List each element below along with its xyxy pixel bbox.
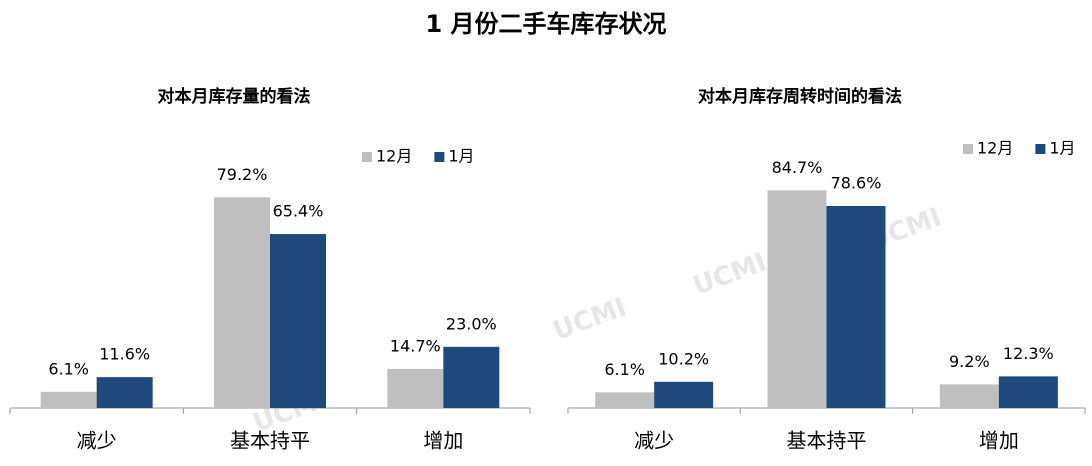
legend-swatch bbox=[362, 152, 372, 162]
bar bbox=[826, 205, 886, 408]
legend-swatch bbox=[963, 144, 973, 154]
data-label: 14.7% bbox=[390, 336, 441, 355]
x-tick-label: 减少 bbox=[77, 429, 117, 453]
data-label: 79.2% bbox=[217, 165, 268, 184]
data-label: 23.0% bbox=[446, 314, 497, 333]
bar bbox=[40, 391, 97, 408]
legend-label: 12月 bbox=[977, 139, 1013, 158]
bar bbox=[939, 384, 999, 408]
data-label: 65.4% bbox=[273, 202, 324, 221]
bar bbox=[387, 368, 444, 408]
x-tick-label: 增加 bbox=[423, 429, 463, 453]
data-label: 6.1% bbox=[604, 360, 645, 379]
data-label: 78.6% bbox=[831, 173, 882, 192]
watermark: UCMI bbox=[689, 247, 770, 301]
data-label: 84.7% bbox=[772, 158, 823, 177]
x-tick-label: 基本持平 bbox=[230, 429, 310, 453]
legend-label: 12月 bbox=[376, 147, 412, 166]
bar bbox=[443, 346, 500, 408]
legend-label: 1月 bbox=[448, 147, 474, 166]
bar bbox=[767, 190, 827, 408]
bar bbox=[654, 381, 714, 408]
x-tick-label: 基本持平 bbox=[787, 429, 867, 453]
data-label: 10.2% bbox=[658, 349, 709, 368]
x-tick-label: 增加 bbox=[979, 429, 1019, 453]
bar bbox=[998, 376, 1058, 408]
bar bbox=[96, 377, 153, 408]
bar bbox=[595, 392, 655, 408]
chart-title: 对本月库存量的看法 bbox=[158, 86, 311, 107]
chart-title: 对本月库存周转时间的看法 bbox=[698, 86, 902, 107]
legend-swatch bbox=[434, 152, 445, 162]
x-tick-label: 减少 bbox=[634, 429, 674, 453]
watermark: UCMI bbox=[549, 292, 630, 346]
data-label: 12.3% bbox=[1003, 344, 1054, 363]
data-label: 6.1% bbox=[48, 359, 89, 378]
data-label: 9.2% bbox=[949, 352, 990, 371]
data-label: 11.6% bbox=[99, 345, 150, 364]
legend-swatch bbox=[1035, 144, 1046, 154]
legend-label: 1月 bbox=[1049, 139, 1075, 158]
bar bbox=[214, 197, 270, 408]
bar bbox=[270, 234, 326, 408]
page-title: 1 月份二手车库存状况 bbox=[425, 10, 666, 38]
